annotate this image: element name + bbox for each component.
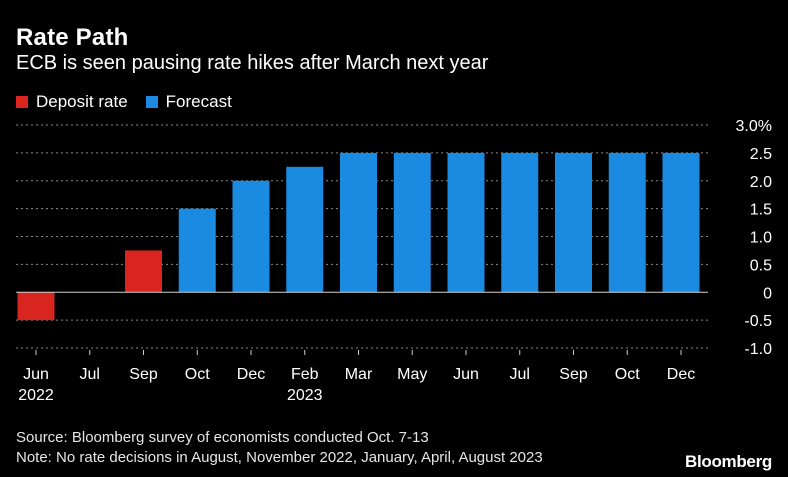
y-tick-label: -1.0 [744, 341, 772, 358]
x-tick-label: Sep [559, 366, 588, 383]
legend: Deposit rate Forecast [16, 92, 250, 112]
chart-subtitle: ECB is seen pausing rate hikes after Mar… [16, 52, 489, 74]
x-tick-label: Sep [129, 366, 158, 383]
legend-label-forecast: Forecast [165, 92, 232, 111]
bar-forecast [608, 152, 646, 293]
chart-title: Rate Path [16, 24, 129, 51]
x-tick-label: Jul [80, 366, 100, 383]
y-tick-label: 2.0 [750, 174, 772, 191]
y-tick-label: -0.5 [744, 313, 772, 330]
bar-forecast [555, 152, 592, 293]
legend-item-forecast: Forecast [145, 92, 232, 112]
y-tick-label: 0 [763, 285, 772, 302]
x-tick-label: Mar [345, 366, 373, 383]
y-tick-label: 2.5 [750, 146, 772, 163]
bar-deposit-rate [125, 250, 162, 293]
x-tick-label: Oct [185, 366, 210, 383]
bar-forecast [447, 152, 485, 293]
x-tick-label: Jun [453, 366, 479, 383]
x-tick-label: Jun [23, 366, 49, 383]
x-year-label: 2022 [18, 387, 54, 404]
x-tick-label: Jul [510, 366, 530, 383]
y-tick-label: 1.0 [750, 230, 772, 247]
legend-item-deposit: Deposit rate [16, 92, 128, 112]
x-tick-label: Oct [615, 366, 640, 383]
x-year-label: 2023 [287, 387, 323, 404]
bar-deposit-rate [17, 292, 55, 321]
footer: Source: Bloomberg survey of economists c… [16, 428, 543, 468]
bar-forecast [178, 208, 216, 293]
x-tick-label: May [397, 366, 427, 383]
x-tick-label: Dec [237, 366, 265, 383]
footnote: Note: No rate decisions in August, Novem… [16, 449, 543, 466]
bar-forecast [501, 152, 539, 293]
source-note: Source: Bloomberg survey of economists c… [16, 429, 429, 446]
y-tick-label: 3.0% [736, 118, 772, 135]
bar-forecast [662, 152, 700, 293]
legend-swatch-forecast [145, 96, 158, 108]
legend-swatch-deposit [16, 96, 28, 108]
bloomberg-logo: Bloomberg [684, 452, 772, 471]
bar-forecast [286, 166, 324, 293]
bar-forecast [340, 152, 377, 293]
bar-forecast [232, 180, 270, 293]
legend-label-deposit: Deposit rate [36, 92, 128, 111]
y-tick-label: 1.5 [750, 202, 772, 219]
y-tick-label: 0.5 [750, 257, 772, 274]
x-tick-label: Feb [291, 366, 319, 383]
bar-forecast [393, 152, 431, 293]
x-tick-label: Dec [667, 366, 695, 383]
